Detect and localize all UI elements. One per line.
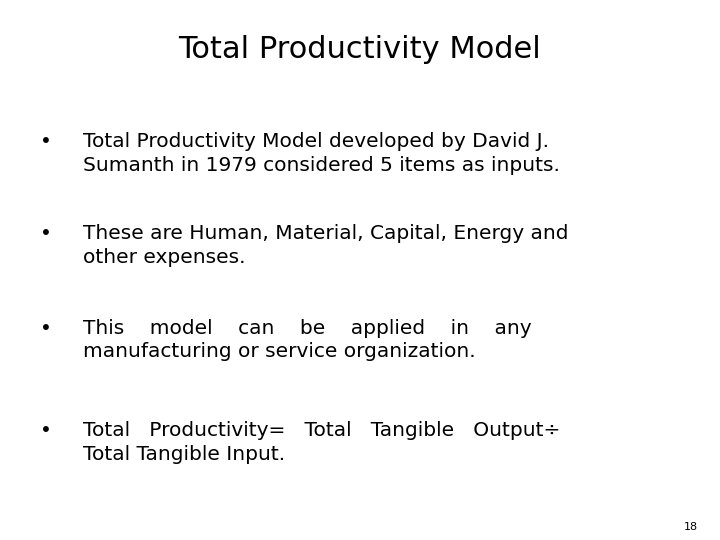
Text: •: • xyxy=(40,132,51,151)
Text: •: • xyxy=(40,319,51,338)
Text: •: • xyxy=(40,421,51,440)
Text: Total Productivity Model: Total Productivity Model xyxy=(179,35,541,64)
Text: 18: 18 xyxy=(684,522,698,532)
Text: •: • xyxy=(40,224,51,243)
Text: Total   Productivity=   Total   Tangible   Output÷
Total Tangible Input.: Total Productivity= Total Tangible Outpu… xyxy=(83,421,560,464)
Text: Total Productivity Model developed by David J.
Sumanth in 1979 considered 5 item: Total Productivity Model developed by Da… xyxy=(83,132,559,175)
Text: These are Human, Material, Capital, Energy and
other expenses.: These are Human, Material, Capital, Ener… xyxy=(83,224,568,267)
Text: This    model    can    be    applied    in    any
manufacturing or service orga: This model can be applied in any manufac… xyxy=(83,319,531,361)
